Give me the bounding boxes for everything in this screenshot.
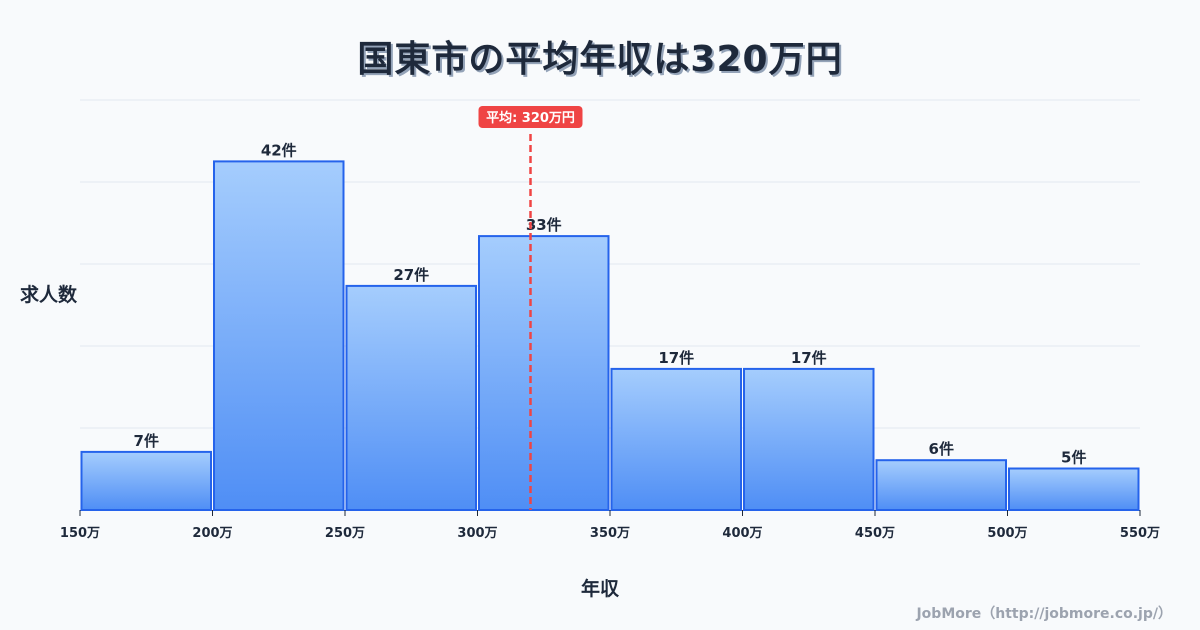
mean-marker: 平均: 320万円 (478, 106, 583, 510)
mean-badge (478, 106, 583, 128)
x-tick-label: 250万 (325, 526, 365, 541)
bar-value-label: 7件 (134, 432, 159, 450)
histogram-bar (743, 367, 875, 511)
mean-label: 平均: 320万円 (486, 110, 575, 126)
bar-value-label: 17件 (658, 349, 694, 367)
x-axis-label: 年収 (580, 578, 619, 600)
chart-title: 国東市の平均年収は320万円 (357, 39, 843, 80)
x-axis-ticks: 150万 200万 250万 300万 350万 400万 450万 500万 550万 (60, 510, 1160, 541)
bar-value-label: 6件 (929, 440, 954, 458)
histogram-bar (345, 284, 477, 511)
bar-value-label: 17件 (791, 349, 827, 367)
bar-value-label: 5件 (1061, 449, 1086, 467)
bar-value-label: 33件 (526, 216, 562, 234)
histogram-bar (80, 450, 212, 511)
histogram-bar (610, 367, 742, 511)
x-tick-label: 200万 (192, 526, 232, 541)
histogram-bar (213, 160, 345, 511)
histogram-bar (1008, 467, 1140, 511)
histogram-bar (875, 459, 1007, 512)
bars: 7件 42件 27件 33件 17件 17件 6件 5件 (80, 141, 1140, 512)
bar-value-label: 42件 (261, 141, 297, 159)
x-tick-label: 150万 (60, 526, 100, 541)
source-credit: JobMore（http://jobmore.co.jp/） (916, 606, 1172, 622)
bar-value-label: 27件 (393, 266, 429, 284)
x-tick-label: 500万 (987, 526, 1027, 541)
x-tick-label: 350万 (590, 526, 630, 541)
histogram-bar (478, 235, 610, 511)
x-tick-label: 400万 (722, 526, 762, 541)
x-tick-label: 300万 (457, 526, 497, 541)
x-tick-label: 450万 (855, 526, 895, 541)
x-tick-label: 550万 (1120, 526, 1160, 541)
y-axis-label: 求人数 (20, 284, 78, 306)
